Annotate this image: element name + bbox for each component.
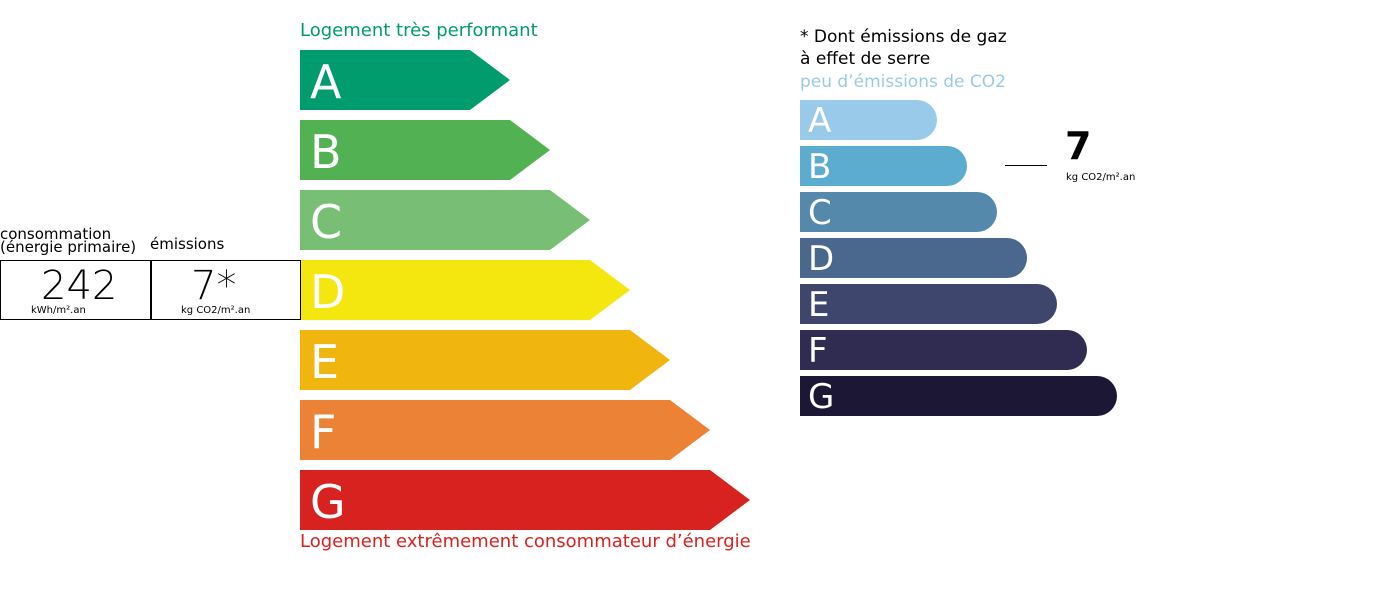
energy-letter-E: E [310, 335, 339, 389]
energy-bar-C [300, 190, 590, 250]
emissions-box: 7* kg CO2/m².an [150, 260, 301, 320]
energy-letter-A: A [310, 55, 342, 109]
emissions-unit: kg CO2/m².an [181, 305, 251, 316]
energy-bar-F [300, 400, 710, 460]
ghg-letter-E: E [808, 285, 829, 325]
ghg-letter-D: D [808, 239, 834, 279]
ghg-bar-C [800, 192, 997, 232]
consumption-box: 242 kWh/m².an [0, 260, 152, 320]
energy-letter-C: C [310, 195, 342, 249]
ghg-letter-G: G [808, 377, 834, 417]
energy-letter-G: G [310, 475, 346, 529]
ghg-note-line2: à effet de serre [800, 49, 931, 69]
energy-bar-D [300, 260, 630, 320]
ghg-bar-A [800, 100, 937, 140]
ghg-value: 7 [1065, 124, 1092, 168]
ghg-note: * Dont émissions de gaz à effet de serre [800, 26, 1007, 70]
ghg-letter-C: C [808, 193, 832, 233]
energy-top-label: Logement très performant [300, 20, 538, 41]
energy-letter-B: B [310, 125, 342, 179]
consumption-unit: kWh/m².an [31, 305, 86, 316]
ghg-bar-F [800, 330, 1087, 370]
ghg-bar-G [800, 376, 1117, 416]
ghg-bar-E [800, 284, 1057, 324]
ghg-bar-B [800, 146, 967, 186]
consumption-value: 242 [41, 263, 118, 309]
energy-bottom-label: Logement extrêmement consommateur d’éner… [300, 531, 751, 552]
consumption-label-line1: consommation [0, 225, 112, 243]
energy-letter-F: F [310, 405, 336, 459]
ghg-letter-F: F [808, 331, 828, 371]
consumption-label-line2: (énergie primaire) [0, 238, 137, 256]
emissions-label: émissions [150, 235, 225, 253]
energy-bar-B [300, 120, 550, 180]
ghg-letter-A: A [808, 101, 831, 141]
ghg-note-line1: * Dont émissions de gaz [800, 27, 1007, 47]
energy-bar-A [300, 50, 510, 110]
energy-letter-D: D [310, 265, 345, 319]
emissions-value: 7* [191, 263, 237, 309]
energy-bar-E [300, 330, 670, 390]
ghg-unit: kg CO2/m².an [1066, 172, 1136, 183]
ghg-top-label: peu d’émissions de CO2 [800, 72, 1006, 92]
energy-bar-G [300, 470, 750, 530]
ghg-pointer-line [1005, 165, 1047, 166]
ghg-letter-B: B [808, 147, 831, 187]
ghg-bar-D [800, 238, 1027, 278]
consumption-label: consommation (énergie primaire) [0, 225, 137, 256]
